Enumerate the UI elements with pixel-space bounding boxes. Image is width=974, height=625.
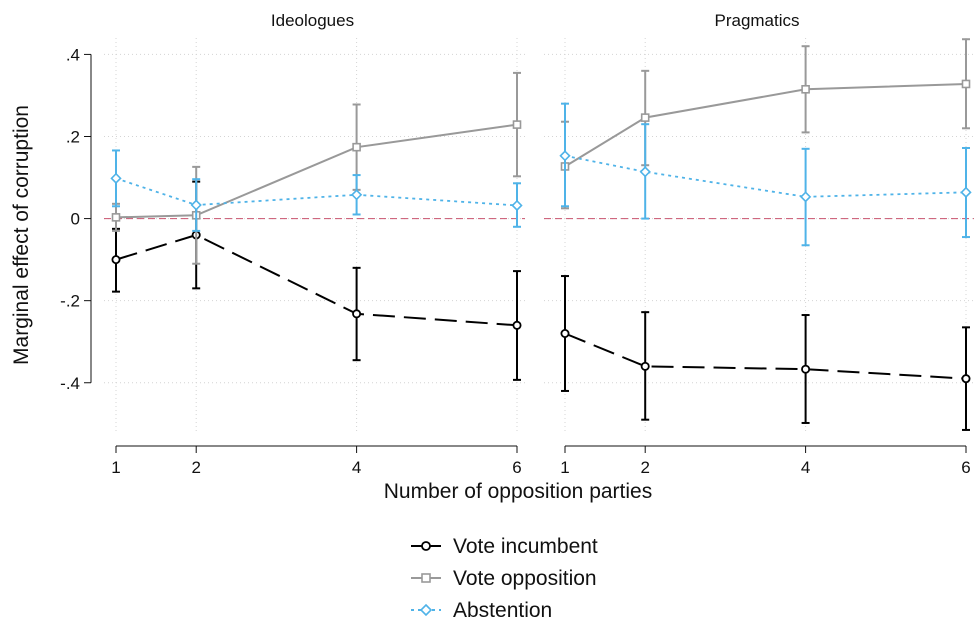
x-tick-label: 2 xyxy=(640,458,649,477)
y-tick-label: .4 xyxy=(66,45,80,64)
panel-title: Ideologues xyxy=(271,11,354,30)
data-point xyxy=(961,374,971,384)
data-point xyxy=(801,85,810,94)
data-point xyxy=(111,255,121,265)
series-line xyxy=(115,233,518,327)
data-point xyxy=(352,142,361,152)
y-tick-label: -.4 xyxy=(60,374,80,393)
y-tick-label: .2 xyxy=(66,128,80,147)
y-axis-title: Marginal effect of corruption xyxy=(10,105,33,365)
legend-label: Abstention xyxy=(453,599,552,622)
legend-item-vote-incumbent: Vote incumbent xyxy=(411,535,598,558)
data-point xyxy=(639,166,651,178)
series-line xyxy=(564,82,967,168)
data-point xyxy=(640,361,650,371)
data-point xyxy=(560,328,570,338)
series-vote-opposition xyxy=(560,38,971,210)
data-point xyxy=(111,213,121,222)
panel-pragmatics: Pragmatics 1 2 4 6 xyxy=(544,11,974,477)
x-tick-label: 1 xyxy=(111,458,120,477)
x-tick-label: 2 xyxy=(191,458,200,477)
data-point xyxy=(352,309,362,319)
data-point xyxy=(110,172,122,184)
y-tick-label: -.2 xyxy=(60,292,80,311)
series-vote-opposition xyxy=(111,71,522,265)
legend-label: Vote incumbent xyxy=(453,535,598,558)
series-vote-incumbent xyxy=(111,180,522,381)
x-tick-label: 4 xyxy=(352,458,361,477)
legend-item-vote-opposition: Vote opposition xyxy=(411,567,597,590)
legend-marker xyxy=(421,541,431,551)
x-tick-label: 6 xyxy=(512,458,521,477)
data-point xyxy=(512,320,522,330)
data-point xyxy=(511,199,523,212)
legend-label: Vote opposition xyxy=(453,567,597,590)
x-tick-label: 1 xyxy=(560,458,569,477)
panel-ideologues: Ideologues 1 2 4 6 -.4 -.2 0 .2 .4 xyxy=(60,11,525,477)
x-tick-label: 4 xyxy=(801,458,810,477)
series-line xyxy=(564,332,967,380)
data-point xyxy=(801,364,811,374)
data-point xyxy=(559,150,571,162)
series-line xyxy=(115,123,518,219)
legend-item-abstention: Abstention xyxy=(411,599,552,622)
data-point xyxy=(640,113,650,122)
panels-layer: Ideologues 1 2 4 6 -.4 -.2 0 .2 .4 Pragmatics 1 2 4 6 xyxy=(60,11,974,477)
data-point xyxy=(799,191,812,203)
series-vote-incumbent xyxy=(560,275,971,431)
series-abstention xyxy=(559,102,972,247)
legend-marker xyxy=(421,573,431,583)
legend-marker xyxy=(419,603,433,617)
x-tick-label: 6 xyxy=(961,458,970,477)
data-point xyxy=(961,79,971,89)
x-axis-title: Number of opposition parties xyxy=(384,480,652,503)
legend: Vote incumbent Vote opposition Abstention xyxy=(411,535,598,622)
data-point xyxy=(190,199,202,211)
y-tick-label: 0 xyxy=(71,210,80,229)
data-point xyxy=(512,120,522,129)
data-point xyxy=(350,189,363,201)
series-line xyxy=(564,154,967,198)
panel-title: Pragmatics xyxy=(714,11,799,30)
series-line xyxy=(115,177,518,207)
data-point xyxy=(960,186,972,198)
series-abstention xyxy=(110,149,523,232)
